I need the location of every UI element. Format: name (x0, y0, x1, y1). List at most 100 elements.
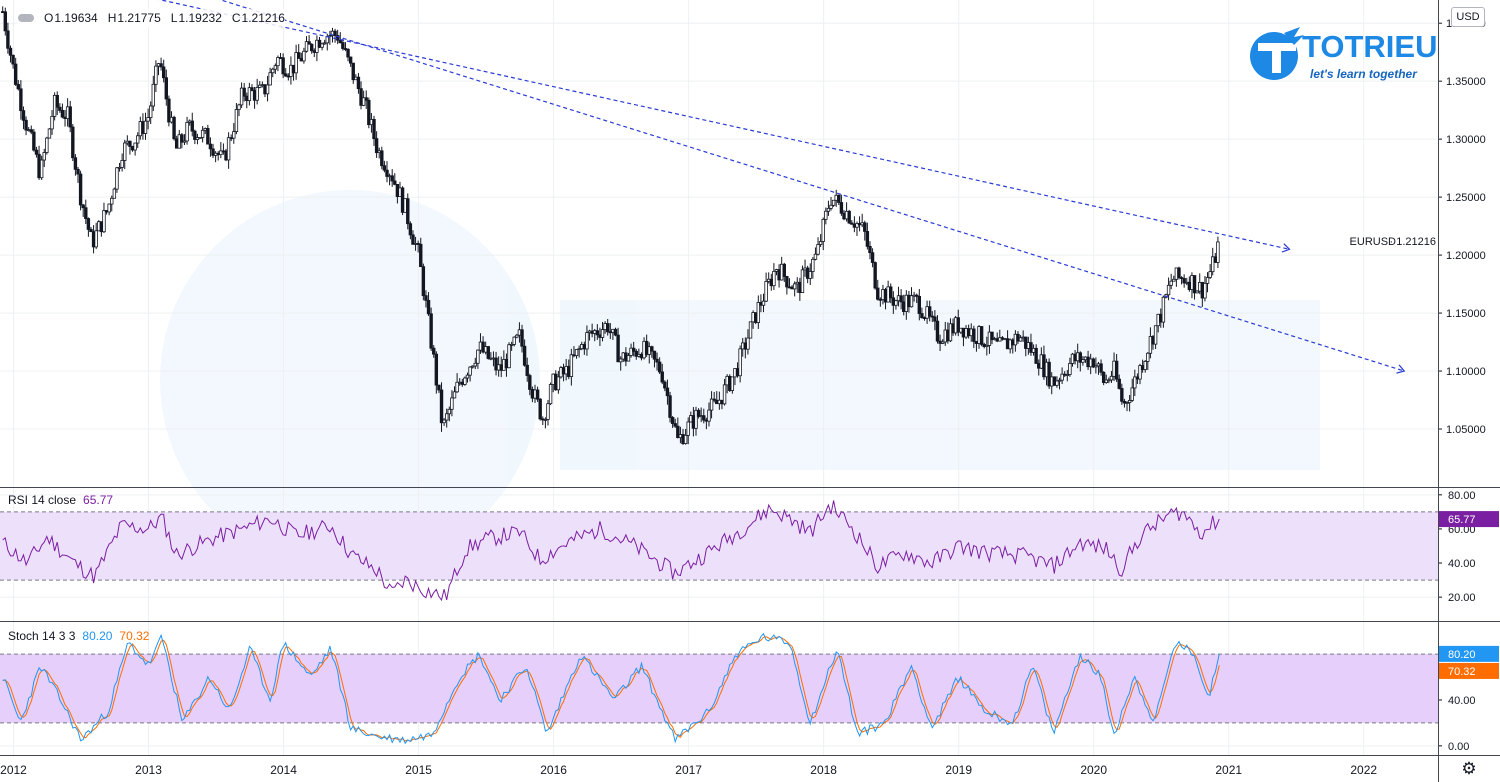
candle-body (32, 131, 36, 151)
candle-body (816, 244, 820, 255)
settings-gear-icon[interactable]: ⚙ (1461, 759, 1477, 778)
candle-body (276, 57, 280, 67)
y-tick-label: 40.00 (1448, 695, 1476, 707)
candle-body (68, 106, 72, 128)
candle-body (613, 328, 618, 336)
candle-body (356, 76, 361, 90)
candle-body (915, 294, 919, 297)
candle-body (89, 229, 93, 233)
candle-body (1182, 278, 1186, 284)
candle-body (374, 138, 379, 154)
stoch-title: Stoch 14 3 3 (8, 629, 76, 643)
candle-body (668, 395, 672, 418)
trendline[interactable] (135, 0, 1290, 250)
rsi-value-tag-bg (1439, 511, 1499, 528)
candle-body (346, 48, 350, 58)
candle-body (16, 84, 20, 90)
candle-body (426, 299, 431, 315)
candle-body (367, 99, 371, 126)
x-tick-label: 2021 (1215, 763, 1242, 777)
candle-body (348, 56, 353, 64)
candle-body (1169, 280, 1173, 286)
candle-body (821, 218, 825, 242)
candle-body (242, 87, 246, 97)
candle-body (71, 126, 75, 159)
candle-body (281, 57, 285, 75)
candle-body (657, 361, 662, 373)
candle-body (45, 137, 49, 153)
candle-body (136, 135, 140, 144)
candle-body (361, 97, 366, 106)
candle-body (328, 35, 332, 38)
candle-body (226, 137, 231, 161)
candle-body (411, 234, 415, 245)
candle-body (826, 207, 831, 212)
candle-body (39, 159, 44, 179)
rsi-title: RSI 14 close (8, 493, 77, 507)
y-tick-label: 1.20000 (1446, 250, 1486, 262)
candle-body (445, 413, 449, 421)
candle-body (655, 358, 659, 363)
rsi-value: 65.77 (83, 493, 114, 507)
candle-body (372, 119, 376, 140)
candle-body (652, 350, 657, 360)
candle-body (618, 358, 623, 363)
candle-body (522, 345, 527, 366)
candle-body (47, 128, 52, 139)
candle-body (55, 94, 59, 108)
close-value: 1.21216 (241, 11, 285, 25)
candle-body (847, 210, 851, 224)
candle-body (149, 105, 153, 118)
candle-body (219, 150, 223, 156)
candle-body (525, 364, 529, 376)
candle-body (359, 88, 363, 106)
candle-body (663, 381, 667, 389)
currency-button[interactable]: USD (1451, 7, 1485, 27)
candle-body (172, 116, 176, 140)
candle-body (322, 42, 327, 45)
stoch-k-tag-bg (1439, 645, 1499, 662)
candle-body (208, 143, 213, 150)
candle-body (956, 317, 960, 333)
stoch-d-tag: 70.32 (1448, 666, 1476, 678)
y-tick-label: 1.05000 (1446, 424, 1486, 436)
candle-body (1057, 379, 1062, 382)
candle-body (185, 122, 189, 142)
candle-body (683, 434, 688, 445)
candle-body (634, 350, 638, 357)
candle-body (419, 243, 423, 268)
candle-body (29, 129, 33, 133)
candle-body (250, 87, 254, 91)
candle-body (756, 302, 761, 323)
candle-body (447, 408, 452, 415)
rsi-legend: RSI 14 close 65.77 (8, 493, 113, 507)
candle-body (831, 199, 836, 206)
candle-body (13, 63, 18, 85)
candle-body (110, 197, 114, 205)
candle-body (421, 266, 426, 297)
candle-body (309, 43, 314, 52)
candle-body (297, 52, 301, 59)
candle-body (894, 300, 898, 306)
trendline-arrowhead (1396, 364, 1406, 374)
candle-body (702, 415, 706, 421)
x-tick-label: 2014 (270, 763, 297, 777)
candle-body (1143, 360, 1147, 370)
candle-body (76, 168, 80, 175)
trendlines[interactable] (135, 0, 1406, 374)
candle-body (1047, 361, 1051, 387)
candle-body (115, 167, 119, 190)
candle-body (686, 421, 690, 436)
visibility-toggle-icon[interactable] (18, 14, 34, 22)
candle-body (406, 198, 410, 225)
candle-body (385, 169, 389, 177)
candle-body (616, 334, 620, 363)
high-value: 1.21775 (117, 11, 161, 25)
candle-body (232, 131, 236, 139)
candle-body (164, 77, 168, 100)
y-tick-label: 1.30000 (1446, 134, 1486, 146)
candle-body (520, 329, 524, 347)
candle-body (985, 345, 989, 348)
